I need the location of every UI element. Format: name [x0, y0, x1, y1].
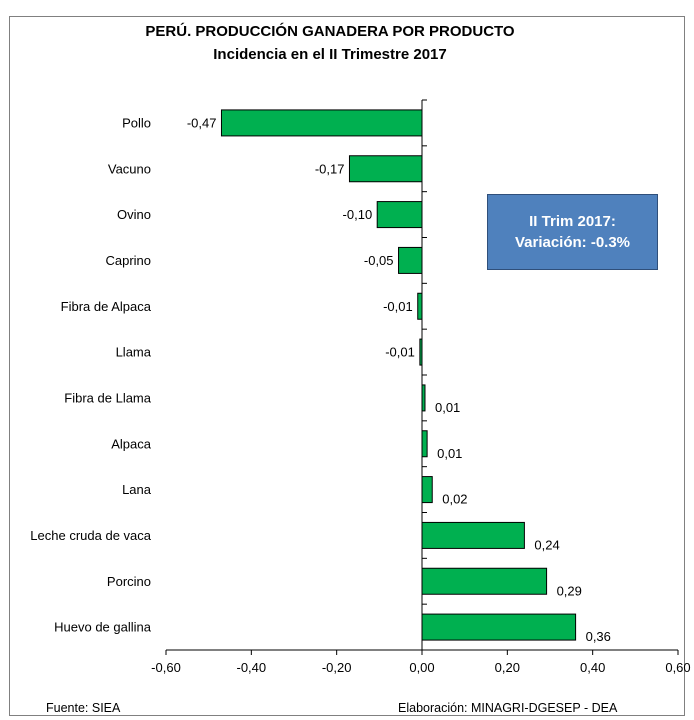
x-tick-label: -0,40	[237, 660, 267, 675]
data-label: -0,10	[343, 207, 373, 222]
x-tick-label: 0,40	[580, 660, 605, 675]
data-label: 0,01	[437, 446, 462, 461]
category-label: Fibra de Llama	[64, 390, 151, 405]
callout-line-2: Variación: -0.3%	[515, 232, 630, 253]
data-label: -0,01	[383, 299, 413, 314]
category-label: Ovino	[117, 207, 151, 222]
bar-4	[418, 293, 422, 319]
source-note: Fuente: SIEA	[46, 701, 121, 715]
x-tick-label: 0,60	[665, 660, 690, 675]
x-tick-label: -0,20	[322, 660, 352, 675]
data-label: 0,36	[586, 629, 611, 644]
data-label: 0,02	[442, 492, 467, 507]
bar-8	[422, 477, 432, 503]
category-label: Alpaca	[111, 436, 152, 451]
data-label: 0,01	[435, 400, 460, 415]
data-label: -0,05	[364, 253, 394, 268]
data-label: -0,17	[315, 161, 345, 176]
plot-area: Pollo -0,47 Vacuno -0,17 Ovino -0,10 Caprino -0…	[30, 100, 690, 675]
data-label: -0,01	[385, 345, 415, 360]
bar-1	[349, 156, 422, 182]
chart-subtitle: Incidencia en el II Trimestre 2017	[213, 46, 446, 63]
data-label: 0,24	[534, 537, 559, 552]
data-label: -0,47	[187, 115, 217, 130]
category-label: Caprino	[105, 253, 151, 268]
x-tick-label: 0,20	[495, 660, 520, 675]
callout-line-1: II Trim 2017:	[529, 211, 616, 232]
credit-note: Elaboración: MINAGRI-DGESEP - DEA	[398, 701, 618, 715]
bar-2	[377, 202, 422, 228]
bar-3	[399, 247, 422, 273]
category-label: Porcino	[107, 574, 151, 589]
category-label: Pollo	[122, 115, 151, 130]
bar-9	[422, 522, 524, 548]
bar-10	[422, 568, 547, 594]
category-label: Lana	[122, 482, 152, 497]
data-label: 0,29	[557, 583, 582, 598]
category-label: Vacuno	[108, 161, 151, 176]
x-tick-label: -0,60	[151, 660, 181, 675]
x-tick-label: 0,00	[409, 660, 434, 675]
category-label: Huevo de gallina	[54, 620, 152, 635]
bar-0	[221, 110, 422, 136]
category-label: Llama	[116, 345, 152, 360]
chart-title: PERÚ. PRODUCCIÓN GANADERA POR PRODUCTO	[145, 22, 515, 40]
bar-7	[422, 431, 427, 457]
category-label: Fibra de Alpaca	[61, 299, 152, 314]
category-label: Leche cruda de vaca	[30, 528, 151, 543]
variation-callout: II Trim 2017: Variación: -0.3%	[487, 194, 658, 270]
bar-11	[422, 614, 576, 640]
